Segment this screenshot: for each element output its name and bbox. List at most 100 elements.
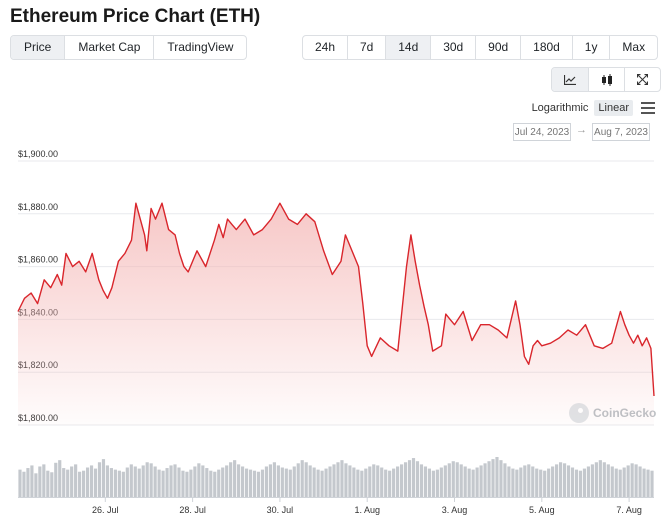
volume-bar <box>185 471 189 497</box>
range-14d-button[interactable]: 14d <box>385 36 431 59</box>
volume-bar <box>519 467 523 497</box>
range-max-button[interactable]: Max <box>609 36 657 59</box>
range-180d-button[interactable]: 180d <box>520 36 572 59</box>
volume-bar <box>169 465 173 497</box>
volume-bar <box>145 462 149 497</box>
volume-bar <box>332 464 336 497</box>
range-7d-button[interactable]: 7d <box>346 36 385 59</box>
volume-bar <box>121 471 125 497</box>
volume-bar <box>427 468 431 497</box>
volume-bar <box>34 473 38 497</box>
volume-bar <box>30 465 34 497</box>
volume-bar <box>451 461 455 497</box>
volume-bar <box>467 468 471 497</box>
x-tick-label: 26. Jul <box>92 505 119 515</box>
volume-bar <box>137 468 141 497</box>
fullscreen-button[interactable] <box>624 68 660 91</box>
volume-bar <box>205 468 209 497</box>
volume-bar <box>161 470 165 497</box>
volume-bar <box>296 463 300 497</box>
volume-bar <box>594 462 598 497</box>
volume-bar <box>181 470 185 497</box>
volume-bar <box>237 464 241 497</box>
line-chart-button[interactable] <box>552 68 588 91</box>
volume-bar <box>256 471 261 497</box>
volume-bar <box>618 469 622 497</box>
volume-bars <box>18 457 654 497</box>
volume-bar <box>78 471 82 497</box>
volume-bar <box>566 465 571 497</box>
page-title: Ethereum Price Chart (ETH) <box>10 6 261 27</box>
tab-tradingview[interactable]: TradingView <box>153 36 246 59</box>
hamburger-menu-icon[interactable] <box>641 102 655 114</box>
chart-view-tabs <box>551 67 661 92</box>
volume-bar <box>376 465 380 497</box>
volume-bar <box>435 469 439 497</box>
volume-bar <box>241 466 245 497</box>
range-1y-button[interactable]: 1y <box>571 36 610 59</box>
logarithmic-scale-option[interactable]: Logarithmic <box>531 102 589 114</box>
volume-bar <box>177 467 181 497</box>
volume-bar <box>527 464 531 497</box>
volume-bar <box>225 465 229 497</box>
volume-bar <box>268 464 272 497</box>
linear-scale-option[interactable]: Linear <box>594 100 633 116</box>
volume-bar <box>388 470 392 497</box>
volume-bar <box>551 466 555 497</box>
price-line <box>17 202 655 397</box>
volume-bar <box>312 467 316 497</box>
volume-bar <box>213 471 217 497</box>
volume-bar <box>431 470 435 497</box>
range-30d-button[interactable]: 30d <box>430 36 475 59</box>
volume-bar <box>66 469 70 497</box>
volume-bar <box>348 465 352 497</box>
volume-bar <box>264 466 269 497</box>
x-tick-label: 7. Aug <box>616 505 642 515</box>
volume-bar <box>336 462 340 497</box>
volume-bar <box>630 463 634 497</box>
volume-bar <box>109 468 113 497</box>
volume-bar <box>515 469 519 497</box>
tab-market-cap[interactable]: Market Cap <box>64 36 153 59</box>
date-from-input[interactable] <box>513 123 571 141</box>
y-tick-label: $1,900.00 <box>18 149 58 159</box>
volume-bar <box>157 469 161 497</box>
volume-bar <box>89 465 94 497</box>
volume-bar <box>62 468 66 497</box>
candlestick-icon <box>601 73 612 86</box>
volume-bar <box>54 462 58 497</box>
volume-bar <box>447 463 451 497</box>
volume-bar <box>555 464 559 497</box>
volume-bar <box>105 465 110 497</box>
volume-bar <box>578 470 583 497</box>
candlestick-button[interactable] <box>588 68 624 91</box>
range-90d-button[interactable]: 90d <box>475 36 520 59</box>
volume-bar <box>117 470 121 497</box>
volume-bar <box>284 468 288 497</box>
volume-bar <box>455 462 459 497</box>
volume-bar <box>217 469 221 497</box>
volume-bar <box>443 465 447 497</box>
volume-bar <box>93 468 98 497</box>
volume-bar <box>201 465 205 497</box>
volume-bar <box>50 472 54 497</box>
volume-bar <box>129 464 133 497</box>
volume-bar <box>479 465 483 497</box>
volume-bar <box>499 460 503 497</box>
date-to-input[interactable] <box>592 123 650 141</box>
x-axis: 26. Jul 28. Jul 30. Jul 1. Aug 3. Aug 5. Aug 7… <box>18 497 654 515</box>
watermark-text: CoinGecko <box>593 406 657 420</box>
volume-bar <box>380 467 384 497</box>
volume-bar <box>650 470 654 497</box>
volume-bar <box>562 463 567 497</box>
range-24h-button[interactable]: 24h <box>314 40 335 54</box>
tab-price[interactable]: Price <box>11 36 65 59</box>
volume-bar <box>300 460 304 497</box>
volume-bar <box>280 467 284 497</box>
volume-bar <box>364 468 368 497</box>
volume-bar <box>153 466 157 497</box>
volume-bar <box>392 468 396 497</box>
volume-bar <box>22 471 26 497</box>
volume-bar <box>221 467 225 497</box>
volume-bar <box>638 466 642 497</box>
